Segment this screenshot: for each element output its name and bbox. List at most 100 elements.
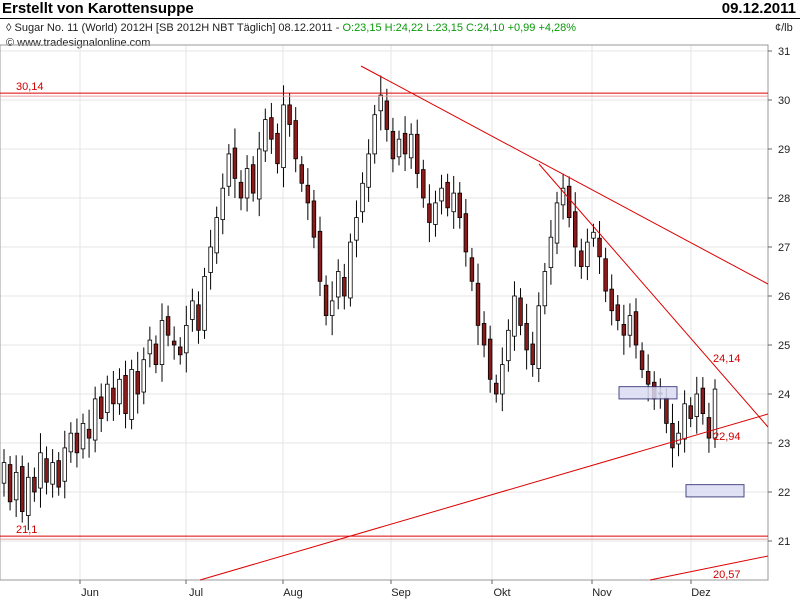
candle-body xyxy=(269,117,274,140)
candle-body xyxy=(536,305,541,369)
candle-body xyxy=(329,300,335,316)
candle-body xyxy=(1,462,7,484)
candle-body xyxy=(311,200,317,238)
candle-body xyxy=(196,304,201,331)
candle-body xyxy=(317,230,323,282)
candle-body xyxy=(68,432,74,453)
candle-body xyxy=(615,304,620,321)
support-trendline-label: 22,94 xyxy=(713,431,741,443)
candle-body xyxy=(147,339,153,355)
candle-body xyxy=(354,217,359,241)
candle-body xyxy=(366,153,371,188)
candle-body xyxy=(548,236,554,268)
candle-body xyxy=(86,428,92,439)
candle-body xyxy=(597,237,602,258)
candle-body xyxy=(481,323,487,346)
level-label: 30,14 xyxy=(16,81,44,93)
candle-body xyxy=(92,398,98,441)
candle-body xyxy=(475,282,481,326)
ascending-support-trendline xyxy=(199,413,769,581)
candle-body xyxy=(421,169,426,199)
candle-body xyxy=(208,246,213,273)
candle-body xyxy=(293,120,298,160)
candle-body xyxy=(263,119,268,152)
candle-body xyxy=(542,271,548,307)
candle-body xyxy=(463,213,469,253)
chart-date: 09.12.2011 xyxy=(721,0,796,17)
candle-body xyxy=(348,241,353,299)
instrument-info: ◊ Sugar No. 11 (World) 2012H [SB 2012H N… xyxy=(6,22,576,34)
candle-body xyxy=(62,447,67,482)
candle-body xyxy=(494,382,499,395)
candle-body xyxy=(621,324,627,336)
candle-body xyxy=(44,458,49,483)
candle-body xyxy=(135,371,140,395)
label-layer: 30,14 21,1 24,14 22,94 20,57 xyxy=(16,81,741,581)
trendline-layer xyxy=(0,65,769,581)
candle-body xyxy=(275,132,280,165)
candle-body xyxy=(633,311,639,346)
candle-body xyxy=(554,202,560,244)
candle-body xyxy=(50,462,55,485)
candle-body xyxy=(244,168,250,199)
candle-body xyxy=(80,422,86,450)
candle-body xyxy=(694,393,699,417)
axis-layer: 21 22 23 24 25 26 27 28 29 30 31 Jun Jul Aug Sep Okt Nov… xyxy=(0,44,790,599)
candle-body xyxy=(32,476,37,493)
candle-body xyxy=(299,164,304,184)
candle-body xyxy=(682,403,687,440)
candle-body xyxy=(129,369,134,420)
candle-body xyxy=(184,324,189,354)
x-tick-label: Okt xyxy=(493,587,510,599)
candle-body xyxy=(99,396,104,419)
x-tick-label: Jul xyxy=(189,587,203,599)
candle-body xyxy=(323,284,329,317)
candle-body xyxy=(512,295,517,337)
source-url: www.tradesignalonline.com xyxy=(17,37,151,49)
candle-body xyxy=(676,432,681,445)
candle-layer xyxy=(1,75,718,531)
candle-body xyxy=(433,202,438,225)
candle-body xyxy=(336,271,341,298)
candle-body xyxy=(159,320,165,365)
candle-icon: ◊ xyxy=(6,22,12,34)
candle-body xyxy=(141,359,146,393)
header-divider xyxy=(0,18,800,19)
plot-frame xyxy=(0,44,769,581)
candle-body xyxy=(74,432,80,454)
candle-body xyxy=(518,297,523,326)
candle-body xyxy=(560,187,566,206)
instrument-name: Sugar No. 11 (World) 2012H [SB 2012H NBT… xyxy=(14,22,340,34)
candle-body xyxy=(360,182,365,213)
candle-body xyxy=(257,148,262,200)
y-tick-label: 22 xyxy=(778,487,790,499)
candle-body xyxy=(408,133,414,159)
candle-body xyxy=(500,364,505,395)
candle-body xyxy=(639,350,645,370)
candle-body xyxy=(566,185,572,219)
candle-body xyxy=(712,388,718,439)
candle-body xyxy=(384,100,390,130)
x-tick-label: Jun xyxy=(81,587,99,599)
candle-body xyxy=(7,464,13,503)
candle-body xyxy=(250,164,256,194)
candle-body xyxy=(232,147,238,179)
candle-body xyxy=(171,340,177,346)
y-tick-label: 27 xyxy=(778,242,790,254)
highlight-zone-box xyxy=(618,386,678,400)
x-tick-label: Dez xyxy=(691,587,711,599)
candle-body xyxy=(105,383,110,414)
level-label: 21,1 xyxy=(16,524,37,536)
candle-body xyxy=(645,371,651,385)
candle-body xyxy=(439,187,444,202)
candle-body xyxy=(457,192,462,219)
candle-body xyxy=(390,130,396,160)
candle-body xyxy=(111,387,116,405)
y-tick-label: 23 xyxy=(778,438,790,450)
lower-ascending-trendline xyxy=(649,555,769,581)
candle-body xyxy=(305,184,311,204)
candle-body xyxy=(670,422,675,449)
candle-body xyxy=(20,466,25,512)
y-tick-label: 30 xyxy=(778,95,790,107)
x-tick-label: Aug xyxy=(283,587,303,599)
